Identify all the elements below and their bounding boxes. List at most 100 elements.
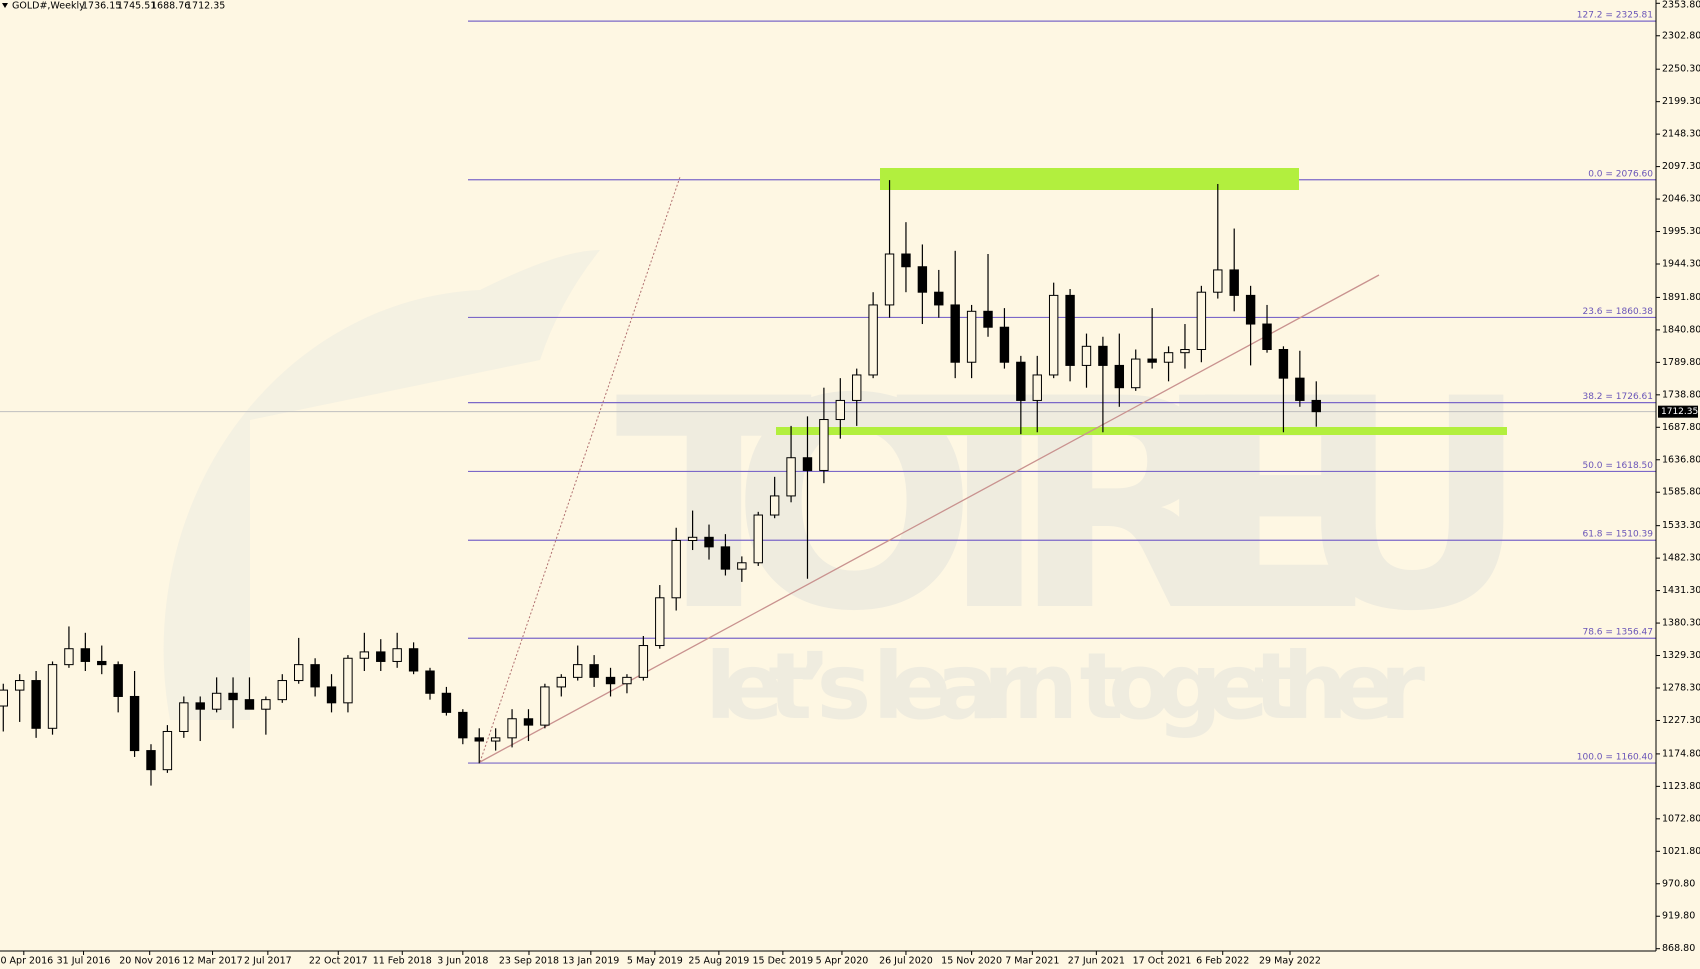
x-tick-label: 22 Oct 2017 (309, 956, 368, 967)
candle-body (228, 692, 238, 701)
x-tick-label: 29 May 2022 (1259, 956, 1321, 967)
y-tick-label: 1482.30 (1662, 553, 1700, 564)
candle-body (884, 253, 895, 306)
candle-body (1295, 377, 1305, 401)
x-tick-label: 12 Mar 2017 (182, 956, 242, 967)
candle-body (310, 664, 320, 688)
candle-body (129, 695, 140, 752)
symbol-label: GOLD#,Weekly (12, 1, 85, 12)
candle-body (1032, 374, 1042, 401)
candle-body (605, 676, 616, 685)
candle-body (622, 676, 632, 685)
y-tick-label: 1072.80 (1662, 813, 1700, 824)
candle-body (1163, 352, 1174, 363)
candle-body (1278, 349, 1289, 379)
y-tick-label: 1021.80 (1662, 846, 1700, 857)
candle-body (376, 651, 386, 662)
menu-arrow (2, 3, 8, 8)
candle-body (507, 718, 517, 739)
header-ohlc: 1745.51 (117, 1, 156, 12)
x-tick-label: 23 Sep 2018 (499, 956, 559, 967)
x-tick-label: 3 Jun 2018 (437, 956, 488, 967)
candle-body (638, 645, 649, 678)
candle-body (737, 562, 747, 570)
candle-body (0, 689, 8, 707)
candle-body (1098, 345, 1108, 366)
fib-level-label: 50.0 = 1618.50 (1582, 461, 1653, 471)
x-tick-label: 5 May 2019 (627, 956, 683, 967)
y-tick-label: 1687.80 (1662, 422, 1700, 433)
candle-body (64, 648, 74, 666)
candle-body (113, 664, 123, 697)
candle-body (966, 310, 977, 363)
x-tick-label: 20 Nov 2016 (119, 956, 180, 967)
candle-body (1147, 358, 1157, 363)
fib-level-label: 0.0 = 2076.60 (1588, 169, 1653, 179)
y-tick-label: 1840.80 (1662, 324, 1700, 335)
header-ohlc: 1688.76 (151, 1, 190, 12)
y-tick-label: 970.80 (1662, 878, 1695, 889)
y-tick-label: 1944.30 (1662, 259, 1700, 270)
candle-body (655, 597, 665, 647)
x-tick-label: 5 Apr 2020 (816, 956, 869, 967)
y-tick-label: 1789.80 (1662, 357, 1700, 368)
candle-body (1048, 294, 1059, 376)
candle-body (211, 692, 222, 710)
candle-body (146, 750, 156, 771)
watermark-logo (163, 250, 601, 720)
candle-body (523, 718, 534, 726)
candle-body (1131, 358, 1141, 389)
support-zone (776, 427, 1507, 435)
candle-body (47, 664, 58, 729)
candle-body (753, 514, 763, 564)
x-tick-label: 11 Feb 2018 (373, 956, 432, 967)
candle-body (917, 266, 928, 293)
candle-body (540, 686, 550, 726)
y-tick-label: 2046.30 (1662, 194, 1700, 205)
candle-body (1245, 294, 1256, 325)
x-tick-label: 15 Dec 2019 (753, 956, 814, 967)
x-tick-label: 25 Aug 2019 (688, 956, 749, 967)
x-tick-label: 26 Jul 2020 (879, 956, 933, 967)
candle-body (999, 326, 1010, 363)
candle-body (1196, 291, 1207, 351)
candle-body (852, 374, 862, 401)
candle-body (819, 419, 829, 471)
watermark-slogan: let’s learn together (705, 633, 1426, 740)
watermark-brand: TOTRIEU (615, 338, 1530, 675)
y-tick-label: 1533.30 (1662, 520, 1700, 531)
y-tick-label: 1585.80 (1662, 487, 1700, 498)
y-tick-label: 868.80 (1662, 943, 1695, 954)
candle-body (441, 692, 452, 713)
fib-level-label: 78.6 = 1356.47 (1582, 628, 1653, 638)
current-price-label: 1712.35 (1661, 407, 1698, 417)
y-tick-label: 1431.30 (1662, 585, 1700, 596)
y-tick-label: 1227.30 (1662, 715, 1700, 726)
candle-body (1065, 294, 1075, 366)
y-tick-label: 2097.30 (1662, 161, 1700, 172)
resistance-zone (880, 168, 1299, 190)
candle-body (261, 699, 271, 710)
y-tick-label: 1738.80 (1662, 389, 1700, 400)
candle-body (97, 660, 107, 666)
y-tick-label: 2353.80 (1662, 0, 1700, 11)
candle-body (162, 730, 173, 771)
candle-body (802, 457, 813, 471)
y-tick-label: 919.80 (1662, 911, 1695, 922)
fib-level-label: 61.8 = 1510.39 (1582, 530, 1653, 540)
candle-body (589, 664, 599, 678)
candle-body (458, 711, 468, 739)
y-tick-label: 1278.30 (1662, 682, 1700, 693)
candle-body (687, 536, 698, 541)
header-ohlc: 1736.15 (82, 1, 121, 12)
x-tick-label: 17 Oct 2021 (1133, 956, 1192, 967)
y-tick-label: 1174.80 (1662, 748, 1700, 759)
x-tick-label: 10 Apr 2016 (0, 956, 53, 967)
header-ohlc: 1712.35 (186, 1, 225, 12)
candle-body (425, 670, 435, 694)
candle-body (1262, 323, 1272, 351)
candle-body (277, 680, 287, 701)
candle-body (326, 686, 337, 704)
candle-body (769, 495, 780, 516)
